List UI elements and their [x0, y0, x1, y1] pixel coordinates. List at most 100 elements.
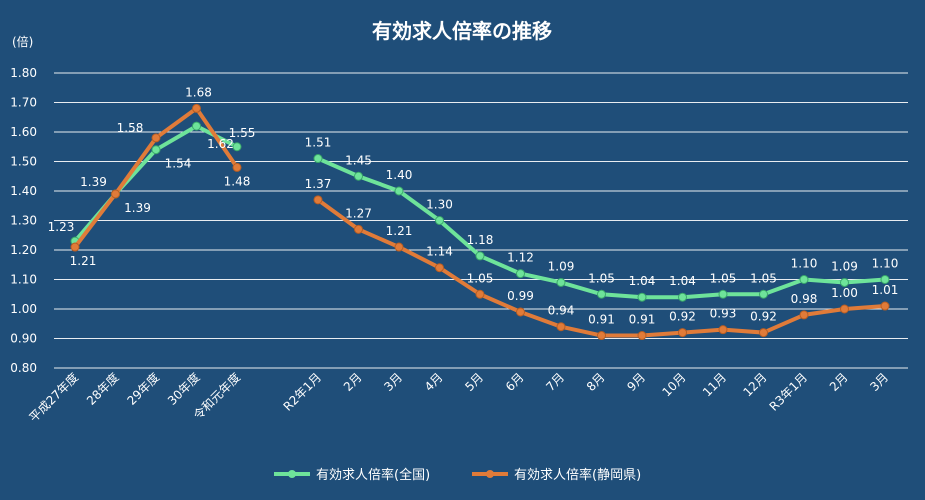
data-label: 1.05	[467, 271, 494, 285]
x-tick-label: 11月	[700, 370, 729, 399]
data-point	[232, 142, 242, 152]
data-label: 1.55	[229, 126, 256, 140]
data-point	[111, 189, 120, 199]
data-point	[718, 289, 728, 299]
y-tick-label: 1.60	[10, 125, 37, 139]
data-label: 0.93	[710, 307, 737, 321]
data-point	[516, 307, 525, 317]
data-label: 1.05	[588, 271, 615, 285]
data-label: 1.09	[548, 259, 575, 273]
data-label: 1.37	[305, 177, 332, 191]
data-point	[475, 289, 485, 299]
y-tick-label: 0.90	[10, 332, 37, 346]
x-tick-label: 2月	[341, 370, 365, 394]
data-point	[597, 331, 606, 341]
legend: 有効求人倍率(全国) 有効求人倍率(静岡県)	[274, 467, 641, 483]
data-label: 1.21	[70, 254, 97, 268]
data-point	[516, 269, 525, 279]
chart-title: 有効求人倍率の推移	[372, 19, 552, 43]
data-label: 1.21	[386, 224, 413, 238]
x-tick-label: 29年度	[124, 370, 162, 408]
y-tick-label: 1.10	[10, 273, 37, 287]
data-point	[313, 195, 323, 205]
data-point	[556, 277, 566, 287]
data-point	[435, 263, 444, 273]
y-tick-label: 1.70	[10, 96, 37, 110]
x-tick-label: 4月	[422, 370, 446, 394]
x-tick-label: 5月	[462, 370, 486, 394]
data-point	[597, 289, 606, 299]
data-point	[840, 277, 849, 287]
x-tick-label: 平成27年度	[26, 370, 81, 425]
data-point	[759, 328, 768, 338]
data-point	[475, 251, 485, 261]
data-point	[678, 292, 687, 302]
x-tick-label: R2年1月	[281, 370, 325, 414]
data-label: 1.45	[345, 153, 372, 167]
data-point	[313, 154, 323, 164]
data-point	[192, 103, 201, 113]
data-label: 1.62	[207, 137, 234, 151]
data-point	[840, 304, 849, 314]
data-label: 1.68	[185, 85, 212, 99]
data-point	[637, 292, 647, 302]
y-tick-label: 1.20	[10, 243, 37, 257]
data-label: 0.92	[750, 310, 777, 324]
y-tick-label: 1.00	[10, 302, 37, 316]
data-label: 0.91	[629, 313, 656, 327]
data-point	[718, 325, 728, 335]
data-point	[678, 328, 687, 338]
x-tick-label: R3年1月	[767, 370, 811, 414]
data-label: 1.39	[80, 175, 107, 189]
x-tick-label: 8月	[584, 370, 608, 394]
data-label: 0.99	[507, 289, 534, 303]
data-label: 0.94	[548, 304, 575, 318]
y-axis-unit: (倍)	[12, 34, 33, 49]
data-label: 1.04	[629, 274, 656, 288]
data-label: 1.00	[831, 286, 858, 300]
data-point	[435, 216, 444, 225]
data-label: 1.58	[117, 121, 144, 135]
x-tick-label: 2月	[827, 370, 851, 394]
data-label: 1.23	[48, 220, 75, 234]
x-tick-label: 3月	[381, 370, 405, 394]
data-point	[354, 224, 363, 234]
data-point	[637, 331, 647, 341]
data-point	[394, 186, 404, 196]
data-label: 1.05	[710, 271, 737, 285]
legend-swatch-marker	[288, 470, 296, 478]
x-tick-label: 30年度	[164, 370, 202, 408]
data-point	[799, 310, 809, 320]
data-point	[70, 242, 80, 252]
data-label: 1.48	[224, 174, 251, 188]
data-point	[556, 322, 566, 332]
data-label: 1.09	[831, 259, 858, 273]
data-label: 1.04	[669, 274, 696, 288]
data-point	[232, 162, 242, 172]
x-tick-label: 9月	[624, 370, 648, 394]
data-point	[354, 171, 363, 181]
legend-label: 有効求人倍率(静岡県)	[514, 467, 641, 483]
legend-label: 有効求人倍率(全国)	[316, 467, 430, 483]
data-label: 1.10	[872, 257, 899, 271]
y-tick-label: 1.40	[10, 184, 37, 198]
legend-swatch-marker	[486, 470, 494, 478]
x-tick-label: 28年度	[83, 370, 121, 408]
series-lines	[70, 103, 890, 341]
data-label: 1.40	[386, 168, 413, 182]
y-tick-label: 0.80	[10, 361, 37, 375]
y-tick-label: 1.80	[10, 66, 37, 80]
data-point	[151, 133, 161, 143]
data-label: 1.12	[507, 251, 534, 265]
data-point	[394, 242, 404, 252]
x-tick-label: 6月	[503, 370, 527, 394]
x-tick-label: 10月	[659, 370, 688, 399]
data-label: 1.14	[426, 245, 453, 259]
data-label: 1.05	[750, 271, 777, 285]
data-point	[799, 275, 809, 284]
data-label: 1.39	[124, 201, 151, 215]
data-label: 0.92	[669, 310, 696, 324]
